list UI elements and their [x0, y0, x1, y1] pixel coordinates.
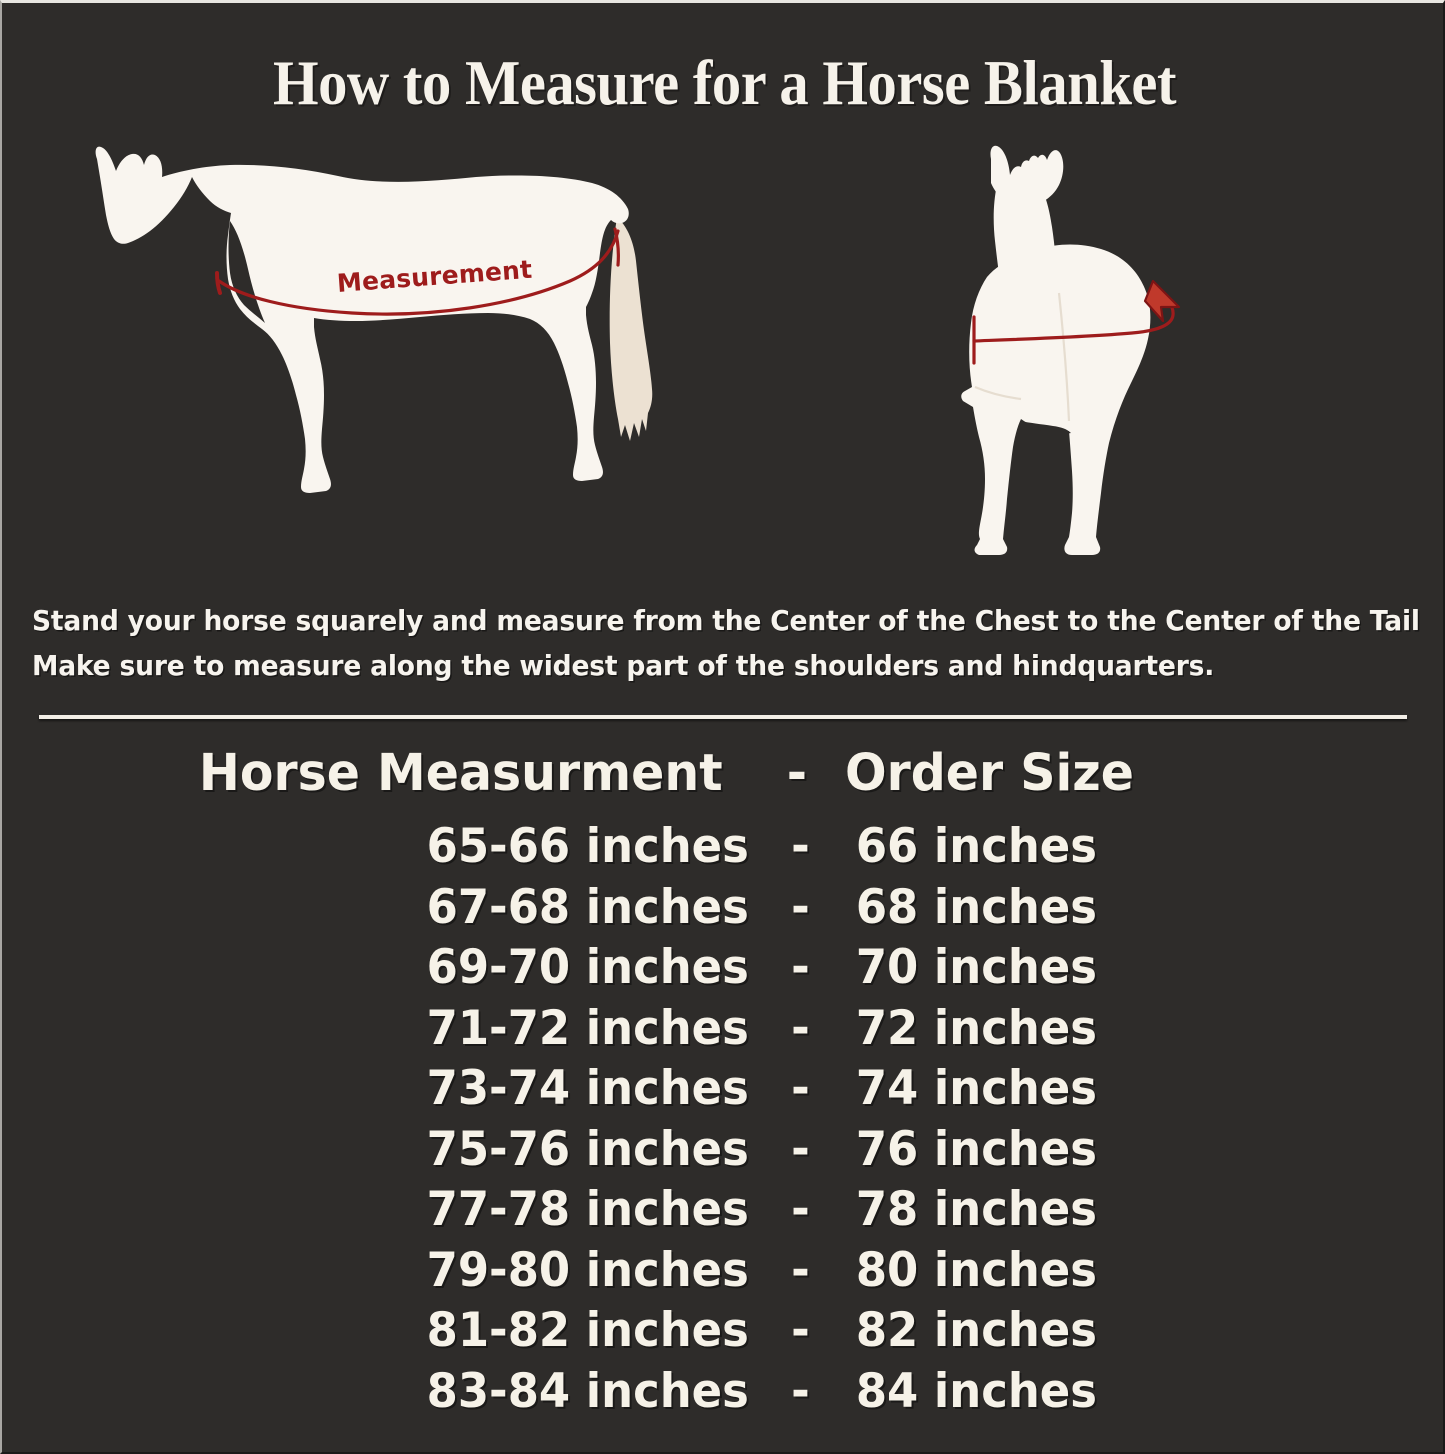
horse-rear-view-svg: [961, 145, 1181, 555]
cell-order-size: 76 inches: [855, 1121, 1097, 1177]
header-dash: -: [786, 744, 808, 803]
header-order-size: Order Size: [844, 744, 1134, 803]
cell-order-size: 72 inches: [855, 1000, 1097, 1056]
table-header-row: Horse Measurment - Order Size: [31, 737, 1418, 811]
cell-measurement: 79-80 inches: [426, 1242, 749, 1298]
cell-dash: -: [791, 1000, 810, 1056]
cell-dash: -: [791, 940, 810, 995]
table-row: 81-82 inches - 82 inches: [35, 1301, 1415, 1362]
horse-rear-leg-gap: [1021, 421, 1071, 434]
horse-rear-contour-2: [974, 385, 1022, 401]
cell-order-size: 78 inches: [855, 1182, 1097, 1237]
horse-side-view-svg: [95, 146, 653, 493]
table-row: 67-68 inches - 68 inches: [35, 878, 1415, 939]
table-row: 75-76 inches - 76 inches: [35, 1120, 1415, 1181]
cell-measurement: 67-68 inches: [426, 879, 749, 935]
horse-neck-shadow: [228, 221, 265, 323]
cell-dash: -: [791, 879, 810, 935]
cell-measurement: 81-82 inches: [426, 1303, 749, 1358]
cell-dash: -: [791, 1182, 810, 1237]
instructions-line-1: Stand your horse squarely and measure fr…: [32, 605, 1420, 637]
cell-measurement: 69-70 inches: [426, 940, 749, 995]
cell-dash: -: [791, 1303, 810, 1358]
cell-order-size: 66 inches: [855, 819, 1097, 874]
cell-measurement: 73-74 inches: [426, 1061, 749, 1116]
measurement-line-side: [217, 229, 620, 316]
cell-dash: -: [791, 1363, 810, 1419]
cell-dash: -: [791, 819, 810, 874]
cell-measurement: 65-66 inches: [426, 819, 749, 874]
instructions-line-2: Make sure to measure along the widest pa…: [32, 650, 1215, 682]
instructions-block: Stand your horse squarely and measure fr…: [32, 599, 1420, 689]
cell-order-size: 74 inches: [855, 1061, 1097, 1116]
measurement-mark-chest: [215, 271, 222, 295]
cell-dash: -: [791, 1121, 810, 1177]
cell-order-size: 82 inches: [855, 1303, 1097, 1358]
measurement-tick-tail: [613, 227, 620, 267]
illustration-area: Measurement: [2, 131, 1443, 581]
horse-side-view-illustration: [62, 131, 682, 571]
cell-measurement: 71-72 inches: [426, 1000, 749, 1056]
table-row: 83-84 inches - 84 inches: [35, 1362, 1415, 1423]
horse-rear-body-shape: [961, 244, 1151, 555]
horse-belly-gap: [324, 319, 522, 331]
cell-dash: -: [791, 1242, 810, 1298]
page-title: How to Measure for a Horse Blanket: [272, 48, 1177, 118]
horse-body-shape: [95, 146, 629, 493]
horse-rear-view-illustration: [917, 141, 1217, 571]
table-row: 77-78 inches - 78 inches: [35, 1180, 1415, 1241]
measurement-arrowhead-rear: [1143, 279, 1181, 323]
table-row: 65-66 inches - 66 inches: [35, 817, 1415, 878]
horse-tail-shape: [609, 217, 653, 441]
header-horse-measurement: Horse Measurment: [198, 744, 723, 803]
cell-order-size: 80 inches: [855, 1242, 1097, 1298]
size-chart-table: Horse Measurment - Order Size 65-66 inch…: [2, 737, 1443, 1423]
horse-rear-contour-1: [1057, 292, 1071, 422]
table-row: 73-74 inches - 74 inches: [35, 1059, 1415, 1120]
section-divider: [39, 715, 1407, 719]
cell-measurement: 83-84 inches: [426, 1363, 749, 1419]
cell-order-size: 70 inches: [855, 940, 1097, 995]
cell-order-size: 84 inches: [855, 1363, 1097, 1419]
table-row: 79-80 inches - 80 inches: [35, 1241, 1415, 1302]
table-row: 69-70 inches - 70 inches: [35, 938, 1415, 999]
cell-dash: -: [791, 1061, 810, 1116]
cell-measurement: 77-78 inches: [426, 1182, 749, 1237]
table-row: 71-72 inches - 72 inches: [35, 999, 1415, 1060]
cell-order-size: 68 inches: [855, 879, 1097, 935]
cell-measurement: 75-76 inches: [426, 1121, 749, 1177]
